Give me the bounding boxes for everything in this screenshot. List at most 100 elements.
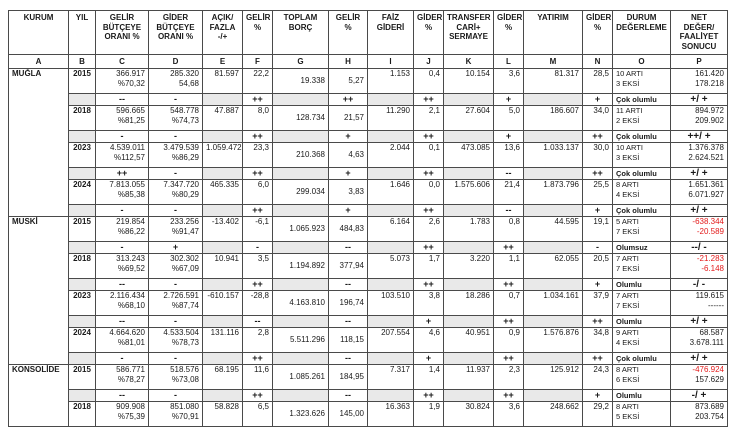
- evaluation-cell: Olumsuz: [612, 241, 671, 254]
- empty-cell: [202, 93, 243, 106]
- column-header-cell: GİDER %: [413, 10, 444, 55]
- trend-symbol-cell: -: [582, 241, 613, 254]
- column-letter-cell: L: [493, 54, 524, 69]
- cell-h: 145,00: [328, 401, 368, 427]
- empty-cell: [272, 389, 329, 402]
- trend-symbol-cell: -: [148, 278, 203, 291]
- cell-m: 248.662: [523, 401, 583, 427]
- empty-cell: [443, 389, 494, 402]
- cell-line: 233.256: [170, 217, 199, 227]
- cell-line: -21.283: [696, 254, 724, 264]
- trend-symbol-cell: ++: [413, 278, 444, 291]
- cell-g: 210.368: [272, 142, 329, 168]
- cell-k: 1.783: [443, 216, 494, 242]
- cell-line: 7 EKSİ: [616, 227, 640, 236]
- cell-line: 4.533.504: [163, 328, 199, 338]
- table-data-row: 2024 7.813.055 %85,38 7.347.720 %80,29 465.33…: [9, 179, 728, 205]
- trend-symbol-cell: +: [493, 93, 524, 106]
- cell-line: 894.972: [695, 106, 724, 116]
- cell-m: 1.873.796: [523, 179, 583, 205]
- evaluation-cell: Olumlu: [612, 278, 671, 291]
- net-sign-cell: +/ +: [670, 167, 728, 180]
- empty-cell: [202, 352, 243, 365]
- cell-line: 203.754: [695, 412, 724, 421]
- cell-e: 10.941: [202, 253, 243, 279]
- empty-cell: [443, 315, 494, 328]
- empty-cell: [367, 167, 414, 180]
- empty-cell: [68, 204, 96, 217]
- empty-cell: [202, 204, 243, 217]
- net-sign-cell: +/ +: [670, 93, 728, 106]
- cell-l: 1,1: [493, 253, 524, 279]
- cell-p: -476.924 157.629: [670, 364, 728, 390]
- trend-symbol-cell: ++: [328, 93, 368, 106]
- cell-j: 1,4: [413, 364, 444, 390]
- table-summary-row: -- - ++ ++ ++ + + Çok olumlu +/ +: [9, 93, 728, 106]
- empty-cell: [443, 278, 494, 291]
- year-cell: 2023: [68, 290, 96, 316]
- section-name-cell: KONSOLİDE: [8, 364, 69, 427]
- cell-line: %87,74: [171, 301, 199, 310]
- table-data-row: 2023 2.116.434 %68,10 2.726.591 %87,74 -610.1…: [9, 290, 728, 316]
- cell-f: 23,3: [242, 142, 273, 168]
- trend-symbol-cell: ++: [493, 278, 524, 291]
- cell-h: 484,83: [328, 216, 368, 242]
- trend-symbol-cell: --: [95, 389, 149, 402]
- cell-g: 4.163.810: [272, 290, 329, 316]
- table-data-row: 2024 4.664.620 %81,01 4.533.504 %78,73 131.11…: [9, 327, 728, 353]
- cell-n: 24,3: [582, 364, 613, 390]
- net-sign-cell: ++/ +: [670, 130, 728, 143]
- cell-n: 28,5: [582, 68, 613, 94]
- year-cell: 2015: [68, 68, 96, 94]
- cell-l: 13,6: [493, 142, 524, 168]
- cell-j: 3,8: [413, 290, 444, 316]
- column-header-cell: YIL: [68, 10, 96, 55]
- section-name-cell: MUSKİ: [8, 216, 69, 365]
- trend-symbol-cell: -: [148, 204, 203, 217]
- table-data-row: MUĞLA 2015 366.917 %70,32 285.320 54,68 81.597…: [8, 68, 728, 217]
- trend-symbol-cell: ++: [242, 278, 273, 291]
- cell-line: -6.148: [701, 264, 724, 273]
- cell-line: 851.080: [170, 402, 199, 412]
- table-data-row: 2023 4.539.011 %112,57 3.479.539 %86,29 1.059…: [9, 142, 728, 168]
- cell-line: 7 EKSİ: [616, 301, 640, 310]
- cell-f: 6,5: [242, 401, 273, 427]
- financial-comparison-table: KURUM YIL GELİR BÜTÇEYE ORANI % GİDER BÜTÇE…: [8, 10, 728, 427]
- cell-i: 11.290: [367, 105, 414, 131]
- cell-l: 0,9: [493, 327, 524, 353]
- trend-symbol-cell: +: [328, 167, 368, 180]
- net-sign-cell: +/ +: [670, 204, 728, 217]
- column-letter-cell: G: [272, 54, 329, 69]
- evaluation-cell: Olumlu: [612, 315, 671, 328]
- trend-symbol-cell: ++: [582, 130, 613, 143]
- cell-line: 10 ARTI: [616, 143, 643, 153]
- empty-cell: [272, 204, 329, 217]
- cell-line: 7 ARTI: [616, 254, 639, 264]
- cell-o: 10 ARTI 3 EKSİ: [612, 68, 671, 94]
- trend-symbol-cell: --: [493, 167, 524, 180]
- cell-k: 10.154: [443, 68, 494, 94]
- net-sign-cell: --/ -: [670, 241, 728, 254]
- column-letter-cell: M: [523, 54, 583, 69]
- cell-line: -638.344: [692, 217, 724, 227]
- cell-l: 21,4: [493, 179, 524, 205]
- trend-symbol-cell: ++: [242, 204, 273, 217]
- cell-i: 6.164: [367, 216, 414, 242]
- trend-symbol-cell: +: [413, 315, 444, 328]
- empty-cell: [272, 241, 329, 254]
- cell-p: 873.689 203.754: [670, 401, 728, 427]
- trend-symbol-cell: -: [148, 389, 203, 402]
- cell-line: %85,38: [117, 190, 145, 199]
- net-sign-cell: -/ +: [670, 389, 728, 402]
- cell-j: 0,1: [413, 142, 444, 168]
- cell-m: 62.055: [523, 253, 583, 279]
- empty-cell: [523, 352, 583, 365]
- table-summary-row: -- - -- -- + ++ ++ Olumlu +/ +: [9, 315, 728, 328]
- cell-m: 125.912: [523, 364, 583, 390]
- cell-c: 586.771 %78,27: [95, 364, 149, 390]
- table-data-row: 2018 596.665 %81,25 548.778 %74,73 47.887 8,0 1…: [9, 105, 728, 131]
- cell-i: 1.153: [367, 68, 414, 94]
- cell-line: 3.678.111: [689, 338, 724, 347]
- column-letter-cell: C: [95, 54, 149, 69]
